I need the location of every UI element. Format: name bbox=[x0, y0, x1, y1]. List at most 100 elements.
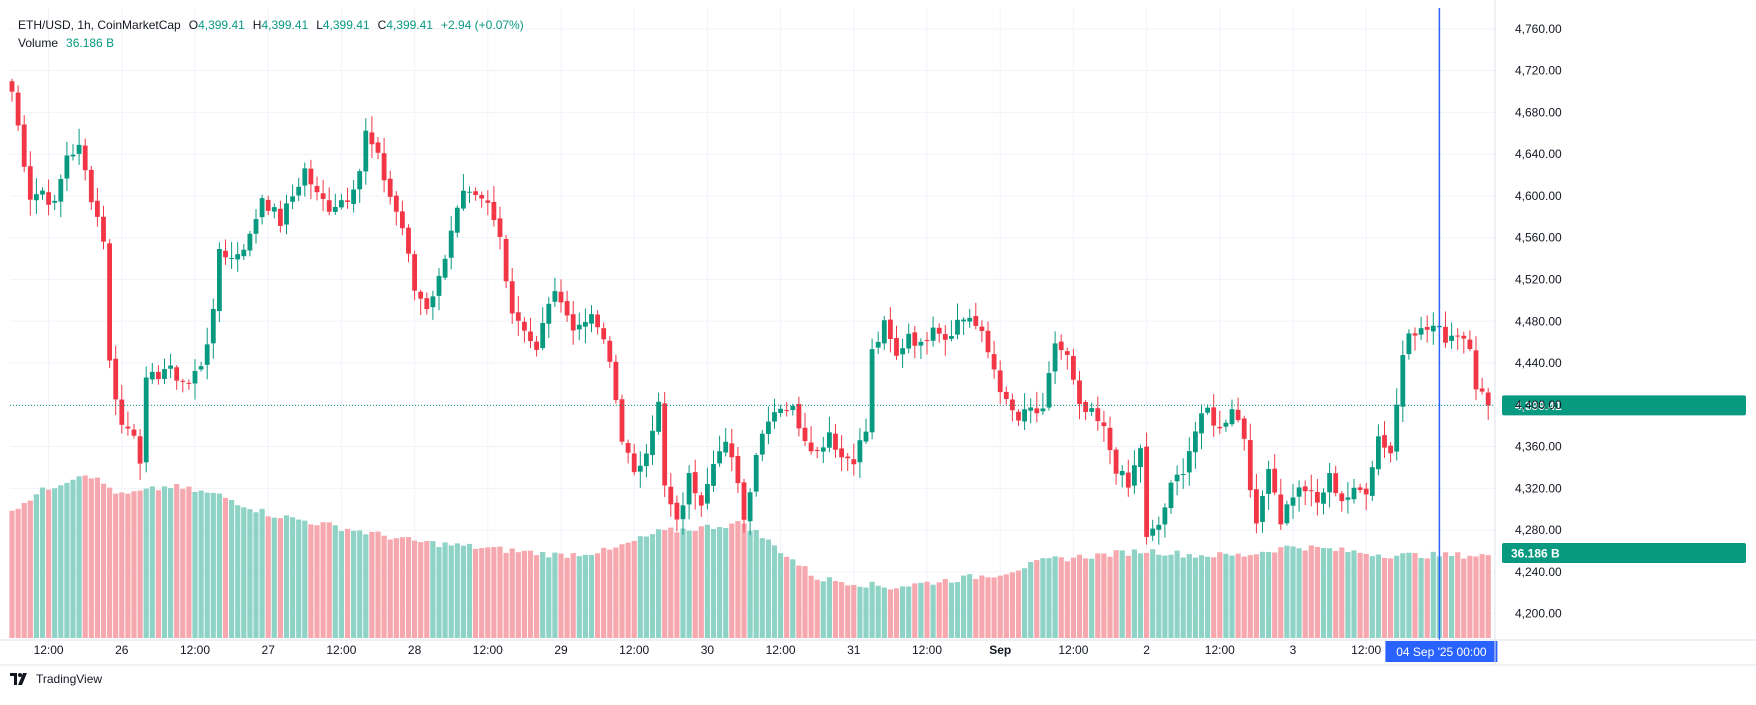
candle bbox=[265, 199, 271, 211]
volume-bar bbox=[454, 543, 460, 638]
volume-bar bbox=[497, 546, 503, 638]
volume-axis-label: 36.186 B bbox=[1511, 547, 1560, 561]
candle bbox=[967, 317, 973, 322]
x-tick-label: 29 bbox=[554, 643, 568, 657]
volume-bar bbox=[698, 526, 704, 638]
volume-bar bbox=[283, 515, 290, 638]
candle bbox=[393, 195, 399, 212]
candle bbox=[461, 190, 466, 209]
volume-bar bbox=[649, 534, 656, 638]
volume-bar bbox=[710, 528, 717, 638]
volume-bar bbox=[1180, 557, 1186, 638]
candle bbox=[540, 323, 546, 349]
x-tick-label: 12:00 bbox=[1205, 643, 1235, 657]
x-tick-label: 2 bbox=[1143, 643, 1150, 657]
candle bbox=[156, 371, 161, 380]
volume-bar bbox=[869, 581, 875, 638]
candle bbox=[1333, 473, 1339, 494]
volume-bar bbox=[448, 545, 454, 638]
volume-bar bbox=[320, 522, 326, 638]
volume-bar bbox=[509, 548, 515, 638]
candle bbox=[808, 442, 814, 452]
candle bbox=[1455, 335, 1461, 337]
volume-bar bbox=[1235, 553, 1241, 638]
candle bbox=[473, 191, 478, 195]
branding[interactable]: TradingView bbox=[10, 672, 102, 686]
low-value: 4,399.41 bbox=[322, 18, 370, 32]
volume-bar bbox=[704, 524, 710, 638]
candle bbox=[357, 171, 363, 190]
volume-bar bbox=[674, 532, 680, 638]
candle bbox=[1180, 474, 1186, 476]
x-tick-label: 28 bbox=[408, 643, 422, 657]
volume-bar bbox=[436, 547, 442, 638]
candle bbox=[1113, 449, 1119, 474]
candle bbox=[729, 443, 735, 458]
volume-bar bbox=[991, 577, 997, 638]
volume-bar bbox=[1241, 556, 1247, 638]
volume-row: Volume 36.186 B bbox=[18, 34, 524, 52]
candle bbox=[454, 207, 460, 233]
volume-bar bbox=[143, 488, 149, 638]
volume-bar bbox=[582, 554, 588, 638]
candle bbox=[418, 291, 424, 299]
volume-bar bbox=[94, 477, 100, 638]
volume-bar bbox=[1272, 552, 1278, 638]
candle bbox=[1016, 411, 1021, 421]
candle bbox=[332, 206, 338, 212]
candle bbox=[137, 436, 143, 464]
y-tick-label: 4,240.00 bbox=[1515, 565, 1562, 579]
candle bbox=[1064, 351, 1070, 355]
candle bbox=[1217, 426, 1223, 429]
y-tick-label: 4,680.00 bbox=[1515, 105, 1562, 119]
volume-bar bbox=[1083, 558, 1089, 638]
volume-bar bbox=[1406, 552, 1412, 638]
candle bbox=[40, 190, 45, 195]
volume-bar bbox=[954, 582, 961, 638]
y-tick-label: 4,360.00 bbox=[1515, 440, 1562, 454]
volume-bar bbox=[1308, 545, 1314, 638]
candle bbox=[1125, 472, 1131, 488]
candle bbox=[1461, 335, 1467, 339]
candle bbox=[845, 456, 851, 459]
volume-bar bbox=[906, 586, 912, 638]
volume-label[interactable]: Volume bbox=[18, 36, 59, 50]
volume-bar bbox=[1320, 547, 1327, 638]
last-price-label: 4,399.41 bbox=[1515, 399, 1562, 413]
volume-bar bbox=[1473, 556, 1479, 638]
volume-bar bbox=[1058, 557, 1064, 638]
volume-bar bbox=[88, 478, 94, 638]
candle bbox=[1321, 492, 1326, 504]
candle bbox=[442, 258, 448, 278]
volume-bar bbox=[64, 482, 70, 638]
candle bbox=[924, 340, 930, 342]
candle bbox=[1418, 328, 1424, 335]
last-price-badge bbox=[1502, 395, 1746, 416]
candle bbox=[192, 370, 198, 384]
y-tick-label: 4,440.00 bbox=[1515, 356, 1562, 370]
volume-bar bbox=[1101, 553, 1107, 638]
candle bbox=[515, 312, 521, 321]
candle bbox=[820, 447, 826, 452]
candle bbox=[1467, 339, 1473, 350]
volume-bar bbox=[1339, 547, 1345, 638]
candle bbox=[149, 371, 155, 380]
volume-bar bbox=[46, 489, 52, 638]
volume-bar bbox=[387, 539, 393, 638]
volume-bar bbox=[1168, 554, 1174, 638]
volume-bar bbox=[1485, 555, 1491, 638]
candle bbox=[1089, 408, 1095, 412]
volume-bar bbox=[58, 485, 64, 638]
y-tick-label: 4,320.00 bbox=[1515, 481, 1562, 495]
volume-bar bbox=[1040, 558, 1046, 638]
candle bbox=[747, 492, 753, 522]
candle bbox=[375, 142, 381, 153]
candle bbox=[259, 198, 265, 218]
symbol-label[interactable]: ETH/USD, 1h, CoinMarketCap bbox=[18, 18, 181, 32]
candle bbox=[247, 233, 253, 251]
candle bbox=[522, 321, 527, 331]
candle bbox=[796, 403, 802, 429]
candle bbox=[1351, 487, 1357, 500]
volume-bar bbox=[1162, 555, 1168, 638]
